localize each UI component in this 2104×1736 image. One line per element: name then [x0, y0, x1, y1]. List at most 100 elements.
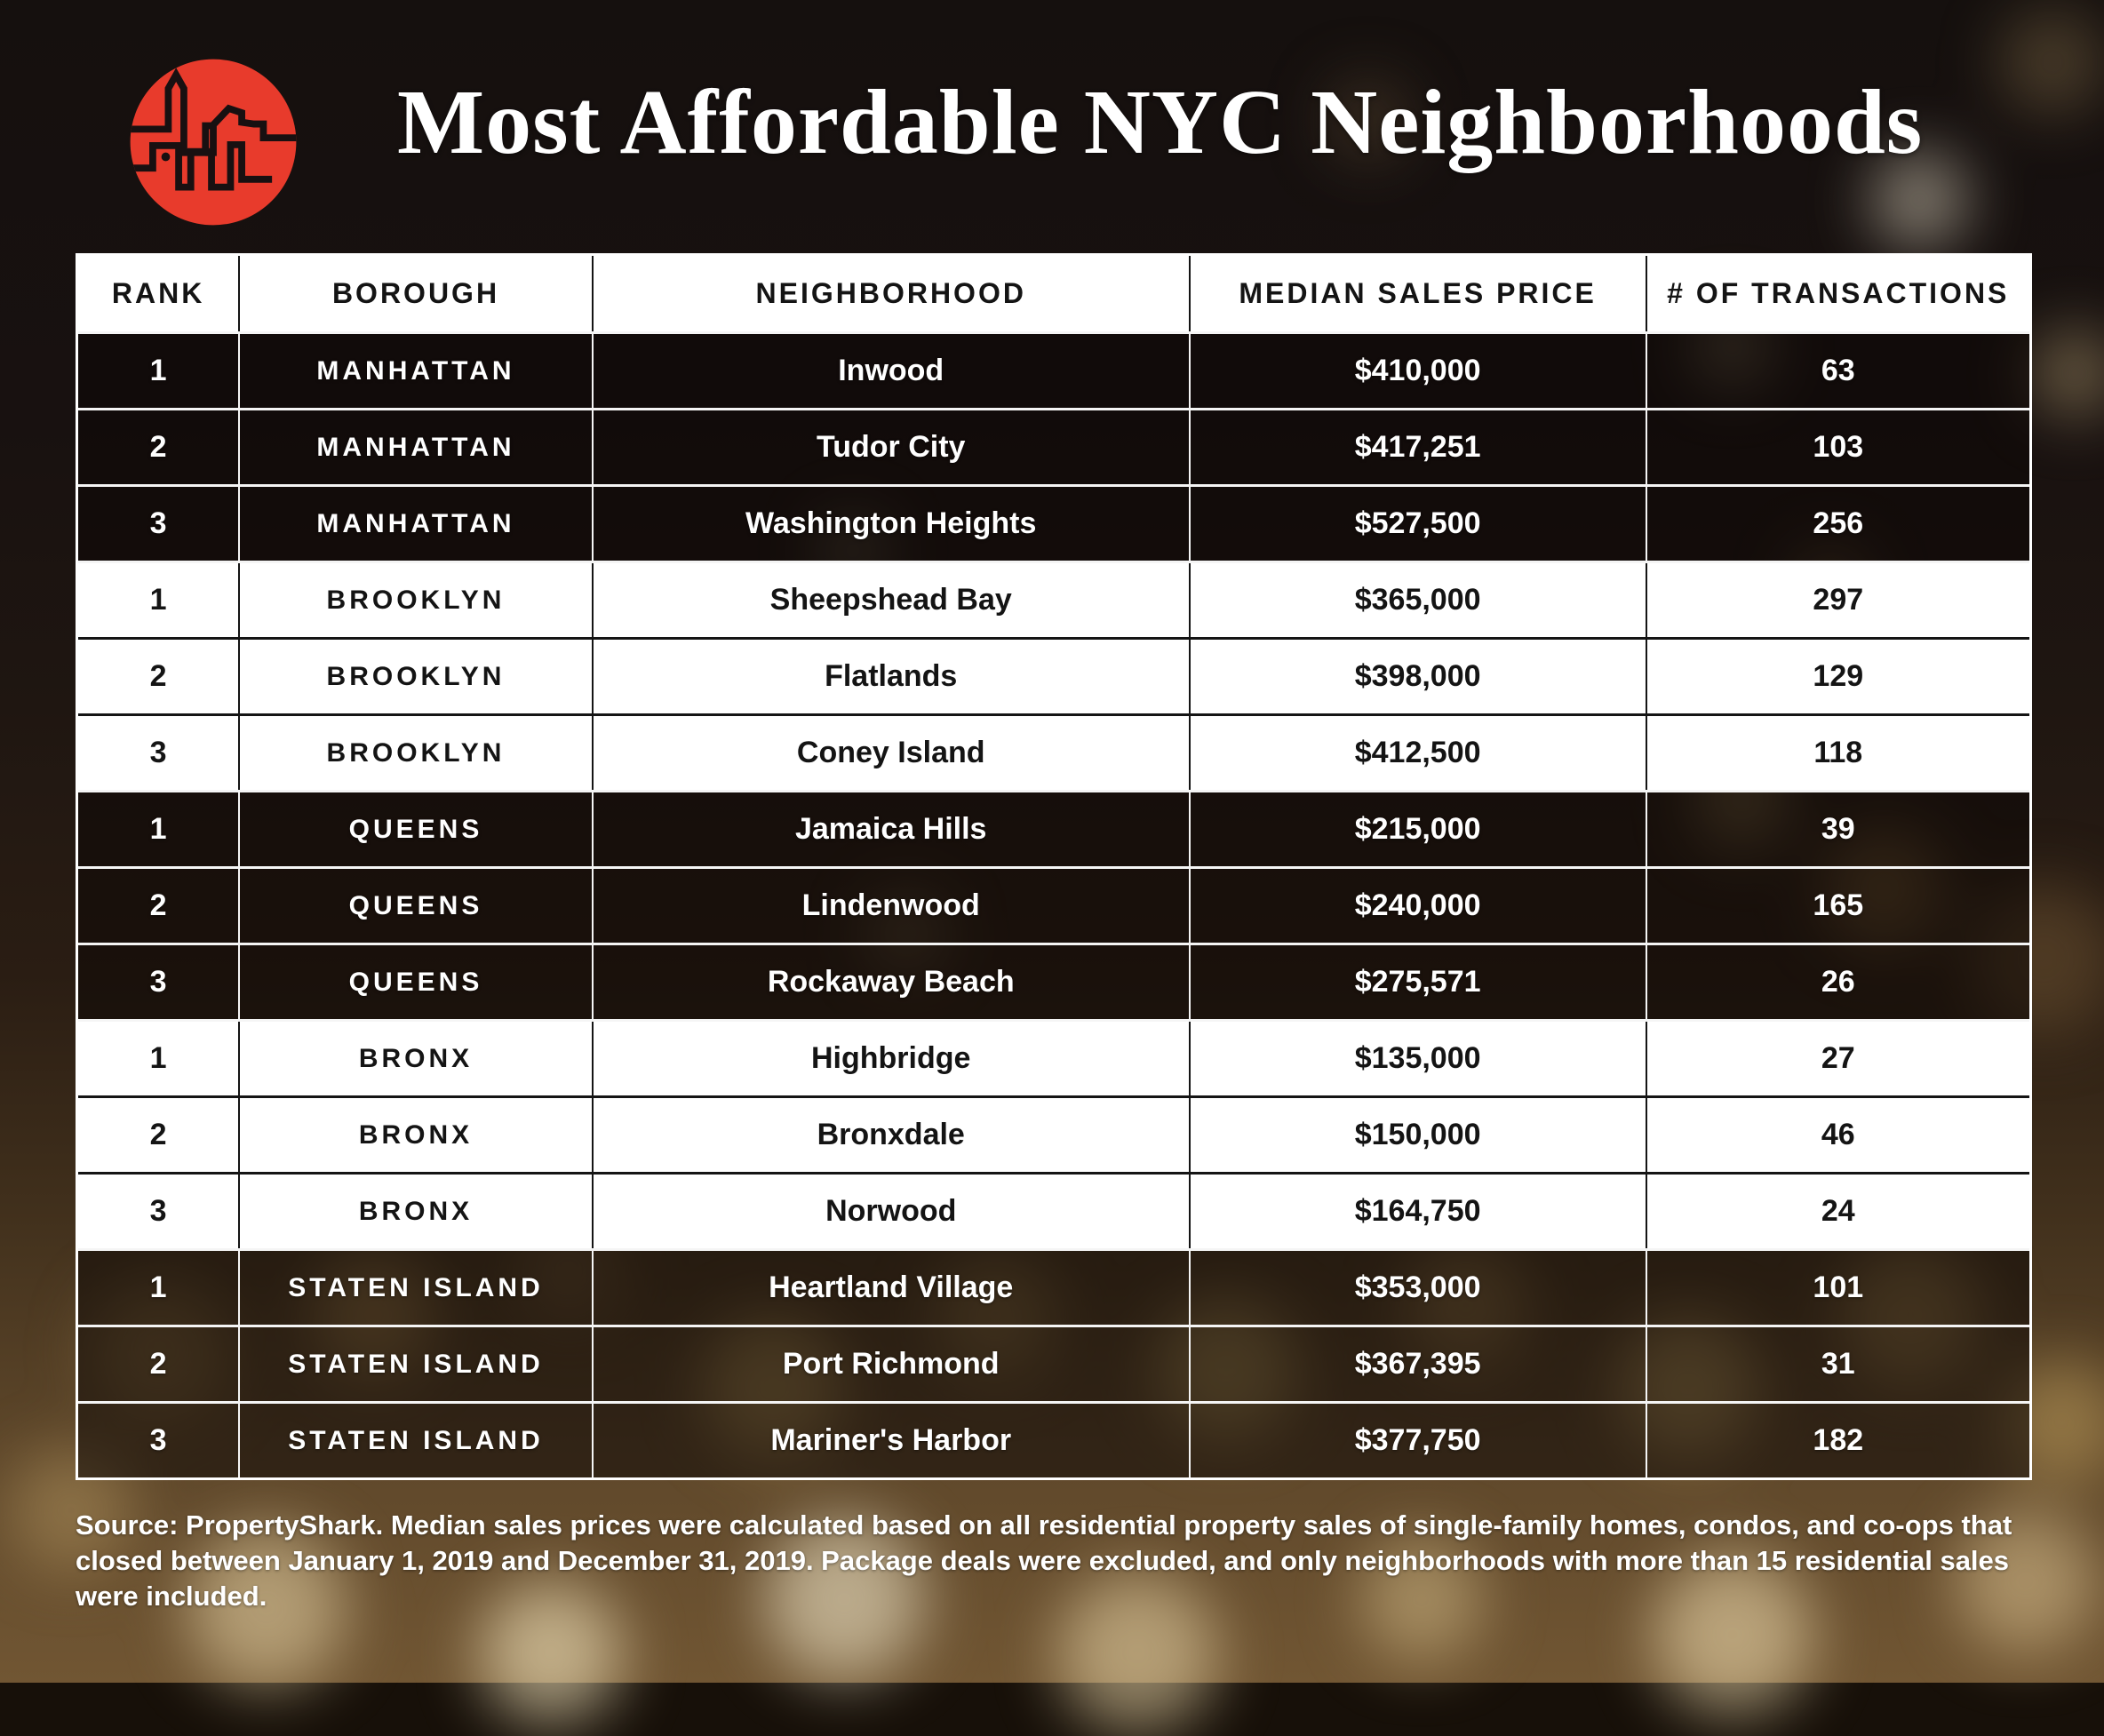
cell-borough: QUEENS	[240, 792, 594, 866]
cell-price: $353,000	[1191, 1251, 1647, 1325]
cell-transactions: 27	[1821, 1041, 1855, 1075]
cell-borough: QUEENS	[240, 869, 594, 943]
cell-neighborhood: Port Richmond	[594, 1327, 1191, 1401]
table-row: 1 BRONX Highbridge $135,000 27	[78, 1019, 2029, 1095]
cell-borough: STATEN ISLAND	[240, 1327, 594, 1401]
cell-rank: 3	[78, 945, 241, 1019]
cell-borough: BRONX	[240, 1022, 594, 1095]
cell-borough: BRONX	[240, 1098, 594, 1172]
cell-price: $398,000	[1191, 640, 1647, 713]
cell-transactions: 129	[1813, 659, 1864, 693]
cell-price: $410,000	[1191, 334, 1647, 408]
cell-borough: QUEENS	[240, 945, 594, 1019]
cell-transactions: 24	[1821, 1194, 1855, 1228]
neighborhoods-table: RANK BOROUGH NEIGHBORHOOD MEDIAN SALES PRIC…	[76, 253, 2032, 1480]
bokeh-light	[1328, 80, 1408, 160]
cell-neighborhood: Mariner's Harbor	[594, 1404, 1191, 1477]
cell-neighborhood: Lindenwood	[594, 869, 1191, 943]
cell-borough: BROOKLYN	[240, 716, 594, 790]
cell-neighborhood: Jamaica Hills	[594, 792, 1191, 866]
table-row: 2 BRONX Bronxdale $150,000 46	[78, 1095, 2029, 1172]
bokeh-light	[764, 1519, 924, 1679]
table-row: 2 QUEENS Lindenwood $240,000 165	[78, 866, 2029, 943]
cell-neighborhood: Washington Heights	[594, 487, 1191, 561]
cell-transactions: 118	[1813, 736, 1863, 769]
column-header-price: MEDIAN SALES PRICE	[1191, 256, 1647, 331]
table-header-row: RANK BOROUGH NEIGHBORHOOD MEDIAN SALES PRIC…	[78, 256, 2029, 331]
bokeh-light	[1359, 1537, 1484, 1661]
column-header-neighborhood: NEIGHBORHOOD	[594, 256, 1191, 331]
cell-transactions: 63	[1821, 354, 1855, 387]
cell-price: $275,571	[1191, 945, 1647, 1019]
cell-neighborhood: Sheepshead Bay	[594, 563, 1191, 637]
table-body: 1 MANHATTAN Inwood $410,000 63 2 MANHATTAN Tudo…	[78, 331, 2029, 1477]
page-title: Most Affordable NYC Neighborhoods	[397, 71, 1924, 173]
cell-rank: 1	[78, 792, 241, 866]
cell-neighborhood: Inwood	[594, 334, 1191, 408]
cell-transactions: 39	[1821, 812, 1855, 846]
bokeh-light	[2030, 329, 2104, 418]
table-row: 2 MANHATTAN Tudor City $417,251 103	[78, 408, 2029, 484]
cell-rank: 3	[78, 1175, 241, 1248]
bokeh-light	[1955, 1510, 2097, 1652]
cell-borough: BROOKLYN	[240, 640, 594, 713]
bokeh-light	[1999, 9, 2104, 115]
cell-borough: STATEN ISLAND	[240, 1404, 594, 1477]
cell-rank: 2	[78, 1327, 241, 1401]
cell-rank: 2	[78, 1098, 241, 1172]
cell-neighborhood: Flatlands	[594, 640, 1191, 713]
cell-rank: 1	[78, 1022, 241, 1095]
cell-transactions: 103	[1813, 430, 1864, 464]
column-header-borough: BOROUGH	[240, 256, 594, 331]
table-row: 1 BROOKLYN Sheepshead Bay $365,000 297	[78, 561, 2029, 637]
cell-neighborhood: Norwood	[594, 1175, 1191, 1248]
cell-transactions: 256	[1813, 506, 1864, 540]
cell-price: $412,500	[1191, 716, 1647, 790]
cell-rank: 2	[78, 869, 241, 943]
cell-rank: 3	[78, 1404, 241, 1477]
cell-neighborhood: Highbridge	[594, 1022, 1191, 1095]
column-header-transactions: # OF TRANSACTIONS	[1667, 277, 2010, 309]
table-row: 1 QUEENS Jamaica Hills $215,000 39	[78, 790, 2029, 866]
cell-borough: MANHATTAN	[240, 334, 594, 408]
cell-borough: MANHATTAN	[240, 410, 594, 484]
table-row: 3 QUEENS Rockaway Beach $275,571 26	[78, 943, 2029, 1019]
cell-price: $240,000	[1191, 869, 1647, 943]
cell-rank: 1	[78, 563, 241, 637]
cell-price: $367,395	[1191, 1327, 1647, 1401]
cell-price: $215,000	[1191, 792, 1647, 866]
cell-rank: 2	[78, 640, 241, 713]
cell-price: $135,000	[1191, 1022, 1647, 1095]
table-row: 3 BRONX Norwood $164,750 24	[78, 1172, 2029, 1248]
table-row: 2 STATEN ISLAND Port Richmond $367,395 31	[78, 1325, 2029, 1401]
cell-rank: 3	[78, 716, 241, 790]
cell-borough: MANHATTAN	[240, 487, 594, 561]
cell-price: $150,000	[1191, 1098, 1647, 1172]
cell-borough: STATEN ISLAND	[240, 1251, 594, 1325]
table-row: 3 STATEN ISLAND Mariner's Harbor $377,750 18…	[78, 1401, 2029, 1477]
source-note: Source: PropertyShark. Median sales pric…	[76, 1509, 2012, 1612]
table-row: 1 STATEN ISLAND Heartland Village $353,000 1…	[78, 1248, 2029, 1325]
cell-neighborhood: Coney Island	[594, 716, 1191, 790]
cell-transactions: 31	[1821, 1347, 1855, 1381]
cell-transactions: 165	[1813, 888, 1864, 922]
cell-rank: 3	[78, 487, 241, 561]
cell-price: $365,000	[1191, 563, 1647, 637]
cell-transactions: 297	[1813, 583, 1864, 617]
bokeh-light	[187, 1528, 347, 1688]
cell-rank: 1	[78, 334, 241, 408]
cell-transactions: 46	[1821, 1118, 1855, 1151]
bokeh-light	[1870, 151, 1968, 249]
cell-transactions: 26	[1821, 965, 1855, 999]
cell-price: $417,251	[1191, 410, 1647, 484]
propertyshark-skyline-logo-icon	[130, 59, 297, 226]
cell-neighborhood: Rockaway Beach	[594, 945, 1191, 1019]
cell-transactions: 182	[1813, 1423, 1864, 1457]
table-row: 2 BROOKLYN Flatlands $398,000 129	[78, 637, 2029, 713]
table-row: 3 BROOKLYN Coney Island $412,500 118	[78, 713, 2029, 790]
cell-price: $377,750	[1191, 1404, 1647, 1477]
column-header-rank: RANK	[78, 256, 241, 331]
cell-price: $527,500	[1191, 487, 1647, 561]
cell-rank: 2	[78, 410, 241, 484]
cell-price: $164,750	[1191, 1175, 1647, 1248]
